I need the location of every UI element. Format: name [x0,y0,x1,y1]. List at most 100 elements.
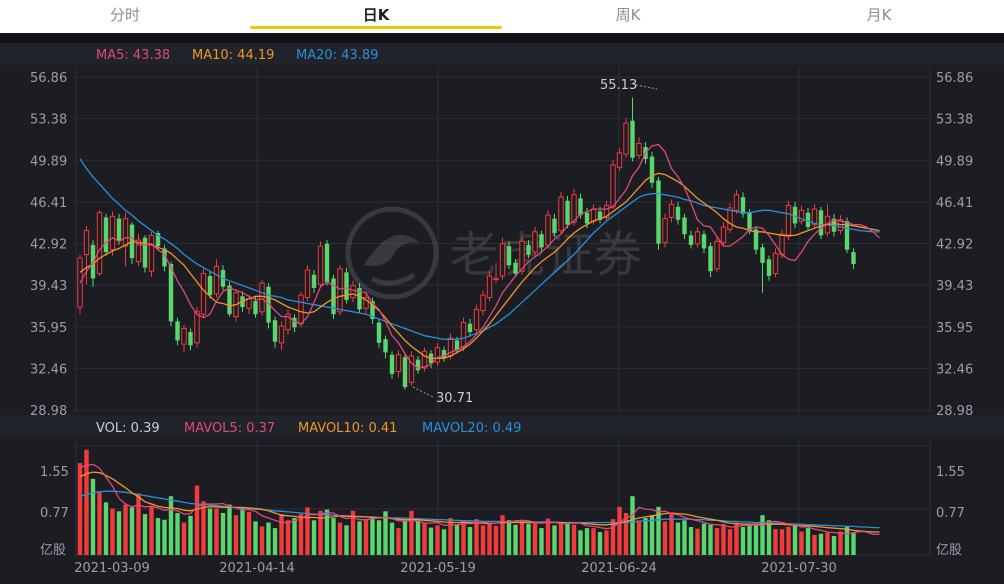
candle-body-down [116,218,122,242]
volume-bar [799,531,804,555]
high-marker-label: 55.13 [600,78,637,93]
candle-body-down [630,120,635,158]
volume-bar [610,519,616,555]
volume-bar [370,516,375,555]
volume-bar [792,523,798,555]
candle-body-up [610,164,616,208]
price-axis-label-right: 53.38 [936,113,973,128]
volume-bar [558,523,564,555]
volume-bar [331,518,336,555]
candle-body-up [590,208,597,222]
volume-series [77,449,856,555]
date-label: 2021-05-19 [400,561,476,576]
low-marker: 30.71 [412,386,473,406]
price-axis-label-right: 56.86 [936,71,973,86]
candlestick-series [77,97,856,390]
volume-bar [578,530,583,555]
price-axis-label-right: 42.92 [936,238,973,253]
period-tab-bar: 分时 日K 周K 月K [0,0,1004,33]
candle-body-up [148,234,155,272]
candle-body-up [460,322,467,349]
candle-body-down [708,246,713,272]
candle-body-down [513,262,518,274]
volume-bar [773,529,778,555]
candle-body-down [565,200,570,225]
candle-body-up [395,354,402,373]
candle-body-up [519,240,525,272]
volume-bar [591,528,596,555]
volume-bar [747,524,752,555]
candle-body-down [656,180,661,244]
legend-ma10: MA10: 44.19 [192,48,274,63]
candle-body-up [727,207,733,230]
candle-body-down [766,259,772,276]
candle-body-down [188,332,193,346]
candle-body-down [175,321,180,341]
volume-bar [123,504,128,555]
ma-lines [79,143,880,369]
candle-body-up [480,294,486,312]
volume-bar [149,505,154,555]
date-label: 2021-06-24 [581,561,657,576]
candle-body-up [278,325,285,344]
volume-bar [649,515,655,555]
candle-body-down [740,197,746,214]
price-axis-label: 42.92 [30,238,67,253]
volume-bar [493,525,499,555]
volume-bar [701,523,707,555]
volume-bar [337,522,343,555]
volume-bar [155,518,161,555]
low-marker-label: 30.71 [436,391,473,406]
volume-bar [545,518,551,555]
price-axis-label: 46.41 [30,196,67,211]
candle-body-down [675,206,681,220]
volume-bar [376,520,382,555]
candle-body-up [493,277,499,281]
candle-body-down [506,246,512,266]
volume-bar [740,527,746,555]
tab-daily-k[interactable]: 日K [362,6,390,24]
volume-bar [285,520,291,555]
kline-chart[interactable]: MA5: 43.38 MA10: 44.19 MA20: 43.89 老虎证券 … [0,43,1004,584]
price-axis-right: 56.86 53.38 49.89 46.41 42.92 39.43 35.9… [936,71,973,419]
volume-bar [305,507,310,555]
tab-weekly-k[interactable]: 周K [615,6,641,24]
tab-separator [0,33,1004,43]
volume-bar [851,533,856,555]
candle-body-down [584,212,590,224]
candle-body-up [194,311,200,344]
volume-bar [129,507,135,555]
candle-body-down [272,320,278,342]
volume-bar [506,520,512,555]
price-axis-label: 53.38 [30,113,67,128]
volume-bar [84,449,89,555]
volume-legend-bar [0,415,1004,437]
tab-intraday[interactable]: 分时 [109,6,140,24]
candle-body-up [246,298,252,309]
candle-body-down [168,264,174,322]
volume-bar [844,527,850,555]
candle-body-up [532,231,538,253]
candle-body-up [337,268,343,313]
price-axis-label-right: 46.41 [936,196,973,211]
candle-body-up [603,205,610,218]
candle-body-down [467,323,473,333]
candle-body-up [421,350,428,369]
candle-body-down [227,285,232,315]
candle-body-down [649,156,655,183]
candle-body-down [376,322,382,343]
volume-bar [513,524,518,555]
volume-bar [786,527,791,555]
candle-body-down [292,317,297,328]
volume-unit-label-right: 亿股 [936,543,962,558]
candle-body-down [578,198,583,216]
candle-body-up [304,269,311,298]
candle-body-up [363,296,369,309]
watermark: 老虎证券 [345,206,642,300]
volume-bar [240,508,245,555]
tab-monthly-k[interactable]: 月K [866,6,892,24]
candle-body-down [142,237,148,268]
price-legend: MA5: 43.38 MA10: 44.19 MA20: 43.89 [96,48,378,63]
volume-bar [467,527,473,555]
volume-bar [779,529,785,555]
